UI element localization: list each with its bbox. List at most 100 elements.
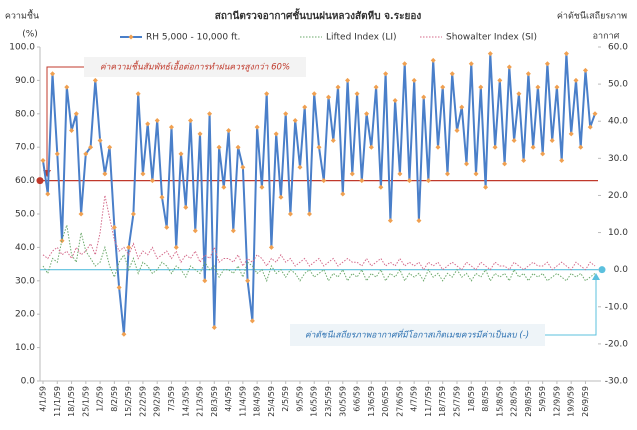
marker bbox=[54, 151, 60, 157]
marker bbox=[582, 67, 588, 73]
marker bbox=[45, 191, 51, 197]
marker bbox=[83, 151, 89, 157]
marker bbox=[459, 104, 465, 110]
x-tick-label: 16/5/59 bbox=[310, 386, 319, 417]
x-tick-label: 29/2/59 bbox=[153, 386, 162, 417]
y-tick-label: 0.0 bbox=[21, 377, 36, 387]
marker bbox=[421, 94, 427, 100]
x-tick-label: 26/9/59 bbox=[581, 386, 590, 417]
marker bbox=[268, 244, 274, 250]
y-tick-label: 50.0 bbox=[15, 210, 35, 220]
x-tick-label: 8/8/59 bbox=[481, 386, 490, 412]
marker bbox=[202, 278, 208, 284]
marker bbox=[140, 171, 146, 177]
marker bbox=[164, 224, 170, 230]
marker bbox=[559, 158, 565, 164]
marker bbox=[497, 77, 503, 83]
chart-title: สถานีตรวจอากาศชั้นบนฝนหลวงสัตหีบ จ.ระยอง bbox=[215, 8, 422, 22]
marker bbox=[297, 164, 303, 170]
x-tick-label: 4/1/59 bbox=[39, 386, 48, 412]
x-tick-label: 28/3/59 bbox=[210, 386, 219, 417]
marker bbox=[126, 244, 132, 250]
marker bbox=[254, 124, 260, 130]
x-tick-label: 11/4/59 bbox=[238, 386, 247, 417]
y-label: ความชื้น bbox=[5, 9, 39, 22]
marker bbox=[92, 77, 98, 83]
x-tick-label: 30/5/59 bbox=[338, 386, 347, 417]
x-tick-label: 2/5/59 bbox=[281, 386, 290, 412]
marker bbox=[50, 71, 56, 77]
marker bbox=[378, 184, 384, 190]
marker bbox=[373, 84, 379, 90]
x-tick-label: 12/9/59 bbox=[552, 386, 561, 417]
y2-tick-label: -10.0 bbox=[605, 302, 629, 312]
x-tick-label: 19/9/59 bbox=[567, 386, 576, 417]
y-tick-label: 60.0 bbox=[15, 176, 35, 186]
x-tick-label: 4/7/59 bbox=[410, 386, 419, 412]
marker bbox=[154, 117, 160, 123]
series-line bbox=[42, 53, 596, 335]
marker bbox=[306, 211, 312, 217]
marker bbox=[78, 211, 84, 217]
marker bbox=[107, 144, 113, 150]
x-tick-label: 7/3/59 bbox=[167, 386, 176, 412]
marker bbox=[525, 71, 531, 77]
marker bbox=[168, 124, 174, 130]
y2-tick-label: -20.0 bbox=[605, 339, 629, 349]
marker bbox=[73, 111, 79, 117]
marker bbox=[135, 91, 141, 97]
marker bbox=[359, 178, 365, 184]
x-tick-label: 5/9/59 bbox=[538, 386, 547, 412]
marker bbox=[216, 144, 222, 150]
marker bbox=[207, 111, 213, 117]
x-tick-label: 29/8/59 bbox=[524, 386, 533, 417]
marker bbox=[383, 71, 389, 77]
marker bbox=[330, 138, 336, 144]
y2-label: ค่าดัชนีเสถียรภาพ bbox=[557, 11, 627, 22]
marker bbox=[592, 111, 598, 117]
legend-label: Showalter Index (SI) bbox=[446, 33, 537, 43]
y2-tick-label: 60.0 bbox=[608, 43, 628, 53]
legend-marker bbox=[128, 34, 134, 40]
marker bbox=[130, 211, 136, 217]
marker bbox=[563, 51, 569, 57]
marker bbox=[511, 138, 517, 144]
y2-label: อากาศ bbox=[593, 32, 620, 42]
x-tick-label: 1/2/59 bbox=[96, 386, 105, 412]
x-tick-label: 13/6/59 bbox=[367, 386, 376, 417]
marker bbox=[159, 194, 165, 200]
marker bbox=[264, 91, 270, 97]
y2-tick-label: 0.0 bbox=[614, 265, 629, 275]
annotation-arrow bbox=[46, 66, 84, 172]
marker bbox=[302, 104, 308, 110]
marker bbox=[521, 158, 527, 164]
marker bbox=[235, 144, 241, 150]
marker bbox=[64, 84, 70, 90]
marker bbox=[287, 211, 293, 217]
marker bbox=[240, 164, 246, 170]
marker bbox=[149, 178, 155, 184]
marker bbox=[416, 218, 422, 224]
x-tick-label: 15/8/59 bbox=[495, 386, 504, 417]
marker bbox=[397, 171, 403, 177]
annotation-arrow bbox=[545, 278, 597, 336]
marker bbox=[116, 284, 122, 290]
x-tick-label: 25/4/59 bbox=[267, 386, 276, 417]
marker bbox=[340, 191, 346, 197]
marker bbox=[440, 84, 446, 90]
marker bbox=[368, 144, 374, 150]
marker bbox=[573, 77, 579, 83]
x-tick-label: 21/3/59 bbox=[196, 386, 205, 417]
annotation: ค่าความชื้นสัมพัทธ์เอื้อต่อการทำฝนควรสูง… bbox=[100, 61, 290, 73]
marker bbox=[69, 128, 75, 133]
marker bbox=[430, 57, 436, 63]
marker bbox=[188, 117, 194, 123]
x-tick-label: 25/7/59 bbox=[453, 386, 462, 417]
marker bbox=[292, 117, 298, 123]
marker bbox=[540, 151, 546, 157]
marker bbox=[321, 178, 327, 184]
arrow-head bbox=[592, 273, 600, 280]
y2-tick-label: 40.0 bbox=[608, 117, 628, 127]
